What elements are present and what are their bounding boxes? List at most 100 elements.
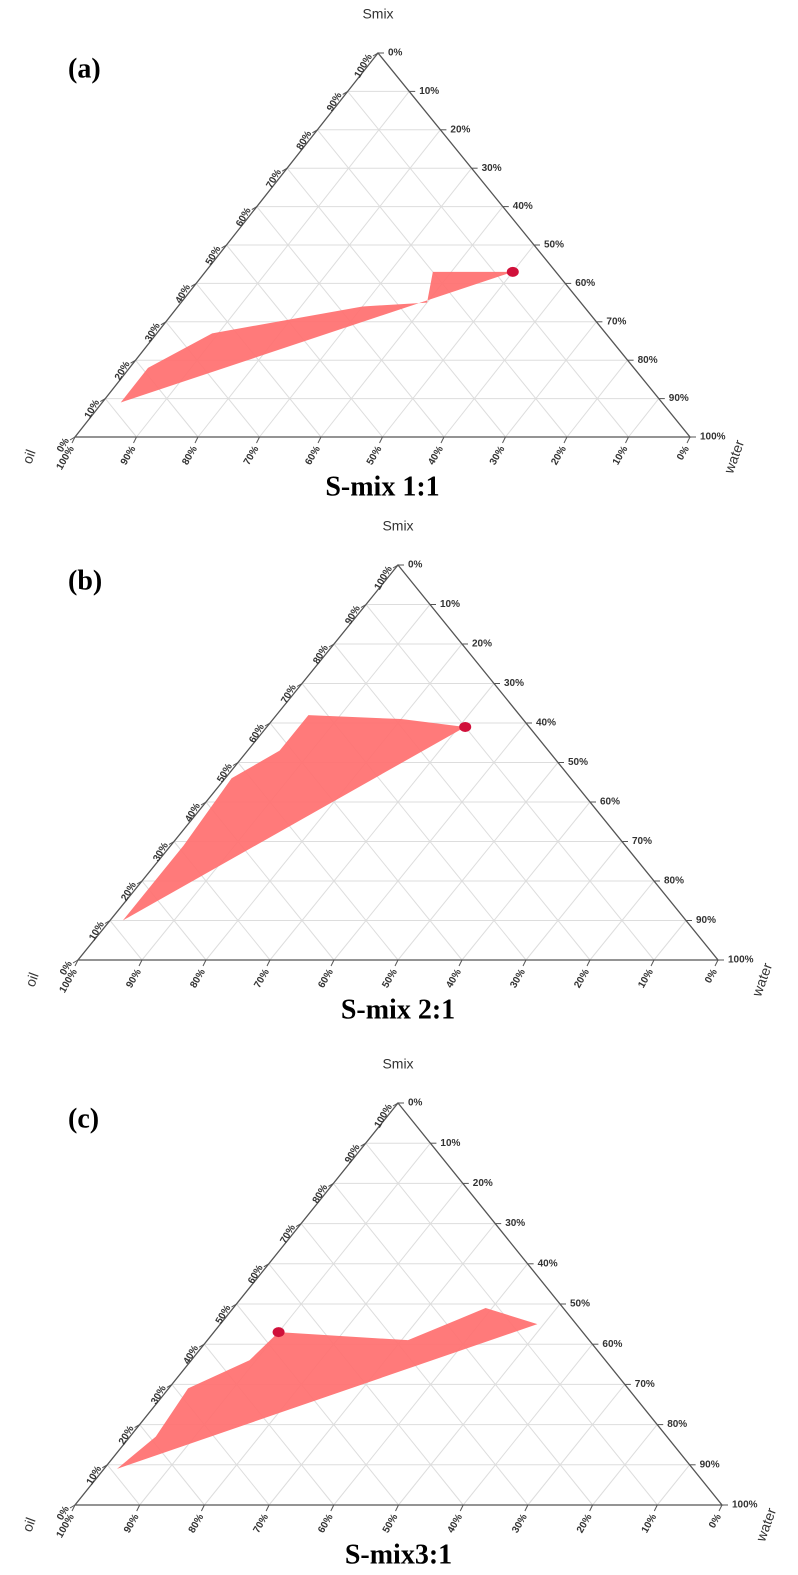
oil-tick-label: 70%: [242, 444, 262, 467]
left-axis-label: oil: [19, 1515, 39, 1534]
oil-tick-label: 90%: [124, 967, 144, 990]
oil-tick: [138, 959, 143, 967]
grid-line-oil: [347, 91, 629, 438]
smix-tick: [232, 762, 239, 766]
oil-tick: [200, 1504, 205, 1512]
oil-tick-label: 20%: [572, 967, 592, 990]
point: [506, 266, 519, 277]
smix-tick-label: 100%: [353, 52, 375, 80]
grid-line-water: [136, 91, 410, 438]
grid-line-water: [397, 762, 559, 961]
smix-tick-label: 60%: [234, 206, 254, 229]
smix-tick: [372, 52, 379, 57]
grid-line-water: [462, 1343, 593, 1506]
oil-tick: [440, 436, 445, 444]
water-tick-label: 90%: [700, 1459, 720, 1470]
water-tick-label: 70%: [635, 1379, 655, 1390]
grid-line-water: [592, 1424, 658, 1506]
water-tick-label: 40%: [538, 1258, 558, 1269]
oil-tick-label: 0%: [707, 1512, 724, 1530]
smix-tick: [392, 1102, 399, 1107]
oil-tick-label: 90%: [122, 1512, 142, 1535]
water-tick-label: 70%: [632, 836, 652, 847]
oil-tick: [202, 959, 207, 967]
smix-tick-label: 10%: [85, 1464, 105, 1487]
right-axis-label: water: [720, 437, 747, 476]
oil-tick: [718, 1504, 723, 1512]
water-tick-label: 70%: [606, 316, 626, 327]
grid-line-water: [656, 1464, 690, 1506]
oil-tick: [586, 959, 591, 967]
oil-tick: [194, 436, 199, 444]
point: [272, 1327, 285, 1338]
smix-tick: [200, 801, 207, 806]
oil-tick-label: 40%: [446, 1512, 466, 1535]
panel-title: S-mix 2:1: [341, 994, 455, 1025]
water-tick-label: 80%: [638, 355, 658, 366]
grid-line-water: [398, 1303, 561, 1506]
smix-tick: [136, 880, 143, 885]
oil-tick-label: 60%: [316, 967, 336, 990]
water-tick-label: 30%: [505, 1218, 525, 1229]
smix-tick: [392, 564, 399, 569]
left-axis-label: oil: [19, 447, 39, 466]
smix-tick-label: 60%: [246, 1263, 266, 1286]
smix-tick: [198, 1343, 205, 1348]
oil-tick: [714, 959, 719, 967]
oil-tick-label: 10%: [611, 444, 631, 467]
smix-tick-label: 10%: [83, 398, 103, 421]
oil-tick: [133, 436, 137, 444]
grid-line-oil: [106, 1464, 141, 1506]
water-tick-label: 40%: [536, 718, 556, 729]
oil-tick-label: 80%: [180, 444, 200, 467]
smix-tick-label: 80%: [295, 129, 315, 152]
smix-tick-label: 90%: [325, 91, 345, 114]
smix-tick: [295, 1223, 302, 1228]
water-tick-label: 20%: [473, 1178, 493, 1189]
grid-line-water: [259, 167, 472, 438]
panel-label: (c): [68, 1103, 99, 1134]
panel-title: S-mix3:1: [345, 1539, 452, 1570]
grid-line-oil: [195, 283, 322, 438]
oil-tick-label: 80%: [188, 967, 208, 990]
water-tick-label: 20%: [472, 639, 492, 650]
point: [459, 721, 472, 732]
water-tick-label: 40%: [513, 201, 533, 212]
oil-tick-label: 40%: [426, 444, 446, 467]
grid-line-oil: [165, 321, 260, 438]
oil-tick-label: 30%: [508, 967, 528, 990]
smix-tick-label: 90%: [343, 1142, 363, 1165]
water-tick-label: 0%: [408, 560, 423, 571]
grid-line-oil: [236, 1303, 399, 1506]
water-tick-label: 60%: [575, 278, 595, 289]
smix-tick-label: 80%: [311, 1183, 331, 1206]
oil-tick-label: 0%: [675, 444, 692, 462]
grid-line-water: [382, 244, 535, 438]
oil-tick: [71, 436, 76, 444]
smix-tick: [168, 841, 175, 845]
grid-line-water: [527, 1384, 626, 1506]
region: [117, 1308, 538, 1469]
oil-tick-label: 40%: [444, 967, 464, 990]
oil-tick: [502, 436, 506, 444]
top-axis-label: Smix: [382, 518, 413, 534]
water-tick-label: 0%: [408, 1098, 423, 1109]
smix-tick: [166, 1383, 173, 1388]
smix-tick-label: 70%: [278, 1223, 298, 1246]
oil-tick: [394, 959, 399, 967]
oil-tick: [317, 436, 322, 444]
oil-tick: [625, 436, 629, 444]
oil-tick-label: 20%: [549, 444, 569, 467]
oil-tick-label: 70%: [252, 967, 272, 990]
smix-tick: [296, 683, 303, 687]
oil-tick: [395, 1504, 399, 1512]
oil-tick: [563, 436, 568, 444]
smix-tick-label: 20%: [119, 880, 139, 903]
grid-line-water: [443, 283, 566, 438]
water-tick-label: 80%: [664, 876, 684, 887]
smix-tick: [134, 1424, 140, 1429]
smix-tick-label: 60%: [247, 722, 267, 745]
water-tick-label: 0%: [388, 48, 403, 59]
oil-tick: [686, 436, 691, 444]
smix-tick-label: 20%: [113, 359, 133, 382]
